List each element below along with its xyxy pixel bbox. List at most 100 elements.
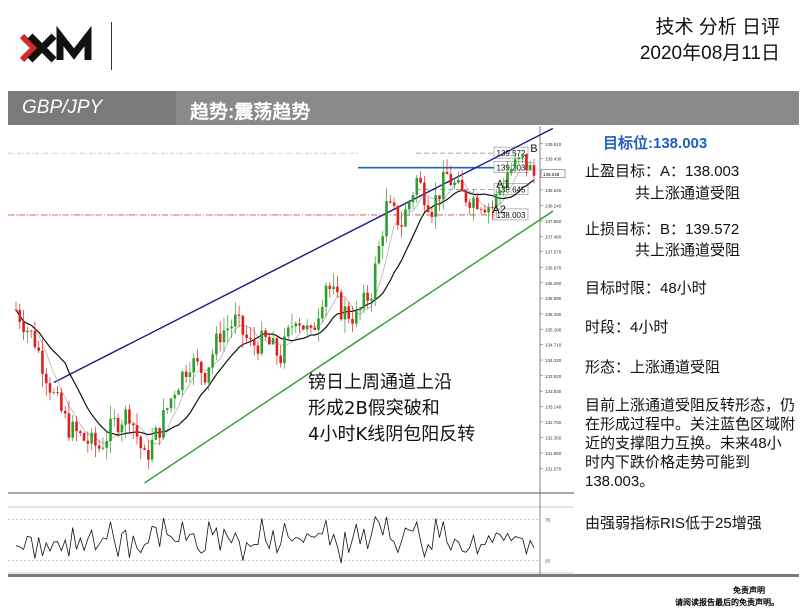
price-tick-label: 132.350 [545,436,562,441]
bear-candle [268,336,271,345]
price-tick-label: 132.750 [545,420,562,425]
bear-candle [196,358,199,362]
bull-candle [215,333,218,355]
bear-candle [22,321,25,333]
trend-label: 趋势:震荡趋势 [190,102,311,123]
pattern: 形态：上涨通道受阻 [585,359,721,376]
level-label-box [493,208,529,221]
bull-candle [260,330,264,354]
bear-candle [41,350,44,374]
bear-candle [328,285,332,290]
bull-candle [362,292,366,309]
bull-candle [453,182,456,186]
bear-candle [256,345,260,354]
bear-candle [532,165,536,176]
price-tick-label: 139.430 [545,157,562,162]
xm-logo [20,26,92,63]
bear-candle [366,292,369,301]
bull-candle [52,392,56,394]
take-profit-note: 共上涨通道受阻 [635,185,741,202]
price-tick-label: 133.140 [545,405,562,410]
price-tick-label: 131.960 [545,451,562,456]
rsi-line [15,515,535,564]
bear-candle [302,325,305,330]
rsi-note: 由强弱指标RIS低于25增强 [585,515,762,532]
bear-candle [44,373,48,384]
annotation-A2: A2 [492,204,505,216]
price-tick-label: 137.460 [545,234,562,239]
bull-candle [169,398,173,409]
bear-candle [131,423,135,426]
bear-candle [82,433,86,441]
bear-candle [128,409,131,424]
bear-candle [63,410,67,414]
bull-candle [26,330,29,333]
bull-candle [226,328,230,331]
current-price-label: 139.048 [543,172,560,177]
level-label-box [493,183,529,195]
annotation-A1: A1 [496,178,509,190]
rsi-level-label: 25 [545,559,551,564]
bear-candle [464,191,468,203]
bear-candle [56,392,59,394]
bear-candle [419,177,422,183]
bull-candle [320,306,324,319]
bear-candle [351,318,354,324]
price-tick-label: 136.280 [545,281,562,286]
period: 时段：4小时 [585,319,669,336]
bull-candle [513,159,517,169]
bull-candle [358,308,362,311]
price-tick-label: 137.850 [545,219,562,224]
bull-candle [457,179,460,183]
pair-block: GBP/JPY [8,91,176,125]
bull-candle [286,327,290,337]
bear-candle [426,205,430,213]
bull-candle [415,177,419,195]
bear-candle [396,205,400,226]
bull-candle [407,202,411,210]
report-date: 2020年08月11日 [639,43,780,64]
bear-candle [143,448,146,450]
bear-candle [389,201,392,203]
bear-candle [241,315,245,335]
bear-candle [147,449,150,460]
bull-candle [101,447,105,449]
annotation-B: B [530,143,537,155]
bear-candle [86,440,90,444]
disclaimer-title: 免责声明 [733,586,765,595]
bull-candle [90,432,93,444]
channel-lower-line [144,210,554,484]
bear-candle [203,373,207,383]
bull-candle [517,157,521,160]
callout-line: 镑日上周通道上沿 [308,372,452,393]
bear-candle [483,209,487,213]
bull-candle [105,441,109,448]
bear-candle [313,327,317,330]
logo-separator [111,22,112,70]
bear-candle [67,413,71,438]
bear-candle [400,225,403,227]
bull-candle [271,338,275,345]
bottom-rule [8,574,799,577]
fast-ma-line [15,162,535,445]
bull-candle [317,318,320,330]
bear-candle [37,347,40,351]
bear-candle [199,361,203,374]
bear-candle [339,292,343,320]
bull-candle [381,236,385,246]
bull-candle [305,325,309,330]
bull-candle [373,263,377,299]
bear-candle [135,425,139,437]
price-tick-label: 133.920 [545,374,562,379]
target-level: 目标位:138.003 [603,135,708,152]
bear-candle [158,427,161,438]
bull-candle [230,326,233,329]
currency-pair: GBP/JPY [22,97,103,118]
bear-candle [438,195,441,200]
bear-candle [479,209,483,210]
bull-candle [498,190,502,195]
bull-candle [71,421,75,438]
report-title: 技术 分析 日评 [655,17,780,38]
bear-candle [249,337,252,340]
